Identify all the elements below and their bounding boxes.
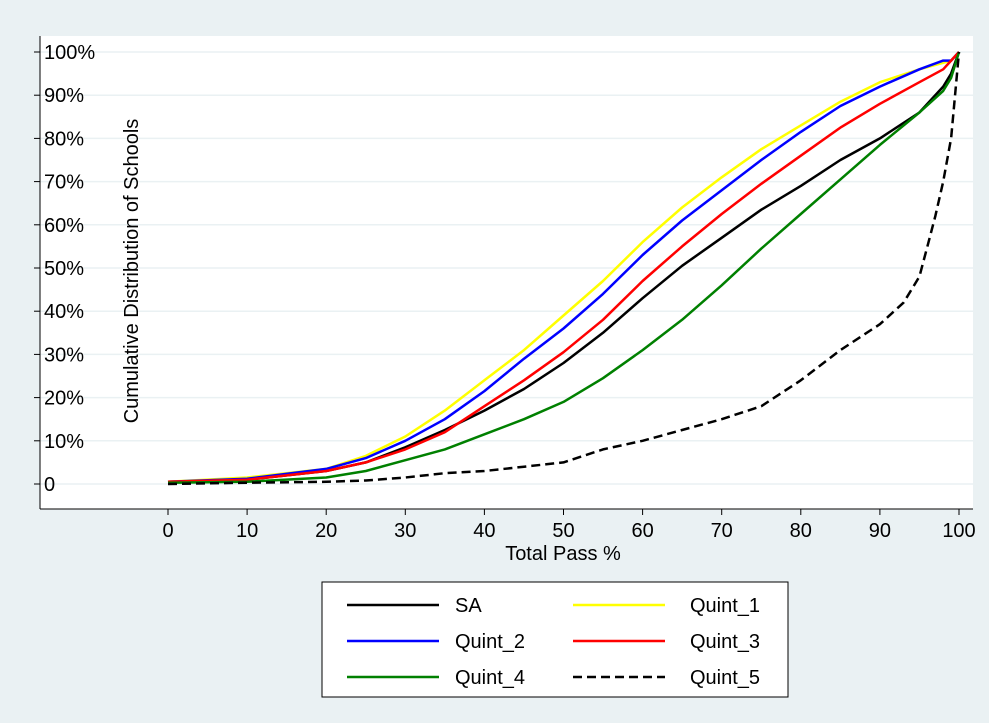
series-lines — [167, 51, 961, 486]
y-tick-label: 70% — [44, 172, 84, 194]
x-tick-label: 30 — [394, 520, 416, 542]
y-tick-label: 40% — [44, 301, 84, 323]
x-axis-title: Total Pass % — [505, 543, 621, 565]
x-tick-label: 70 — [711, 520, 733, 542]
legend-label: SA — [455, 595, 482, 617]
x-tick-label: 90 — [869, 520, 891, 542]
x-tick-label: 40 — [473, 520, 495, 542]
series-line-quint-1 — [167, 51, 960, 484]
y-tick-label: 90% — [44, 85, 84, 107]
axes — [34, 36, 973, 515]
y-tick-label: 80% — [44, 128, 84, 150]
legend-label: Quint_3 — [690, 631, 760, 653]
legend-label: Quint_4 — [455, 667, 525, 689]
legend: SA Quint_1 Quint_2 Quint_3 Quint_4 Quint_5 — [321, 581, 789, 698]
y-tick-label: 0 — [44, 474, 55, 496]
x-tick-label: 50 — [552, 520, 574, 542]
y-tick-label: 10% — [44, 431, 84, 453]
x-tick-label: 60 — [631, 520, 653, 542]
y-tick-label: 20% — [44, 388, 84, 410]
series-line-quint-4 — [167, 51, 961, 484]
x-tick-label: 80 — [790, 520, 812, 542]
y-tick-label: 50% — [44, 258, 84, 280]
x-tick-label: 20 — [315, 520, 337, 542]
y-axis-title: Cumulative Distribution of Schools — [121, 119, 143, 424]
legend-label: Quint_1 — [690, 595, 760, 617]
y-tick-label: 30% — [44, 344, 84, 366]
tick-labels: 0 10% 20% 30% 40% 50% 60% 70% 80% 90% 100% 0 10 20 30 4… — [44, 42, 976, 542]
y-tick-label: 60% — [44, 215, 84, 237]
series-line-quint-5 — [167, 51, 961, 486]
x-tick-label: 10 — [236, 520, 258, 542]
legend-label: Quint_5 — [690, 667, 760, 689]
y-tick-label: 100% — [44, 42, 95, 64]
legend-label: Quint_2 — [455, 631, 525, 653]
series-line-quint-3 — [167, 51, 960, 484]
x-tick-label: 0 — [162, 520, 173, 542]
x-tick-label: 100 — [942, 520, 975, 542]
series-line-quint-2 — [167, 51, 960, 484]
